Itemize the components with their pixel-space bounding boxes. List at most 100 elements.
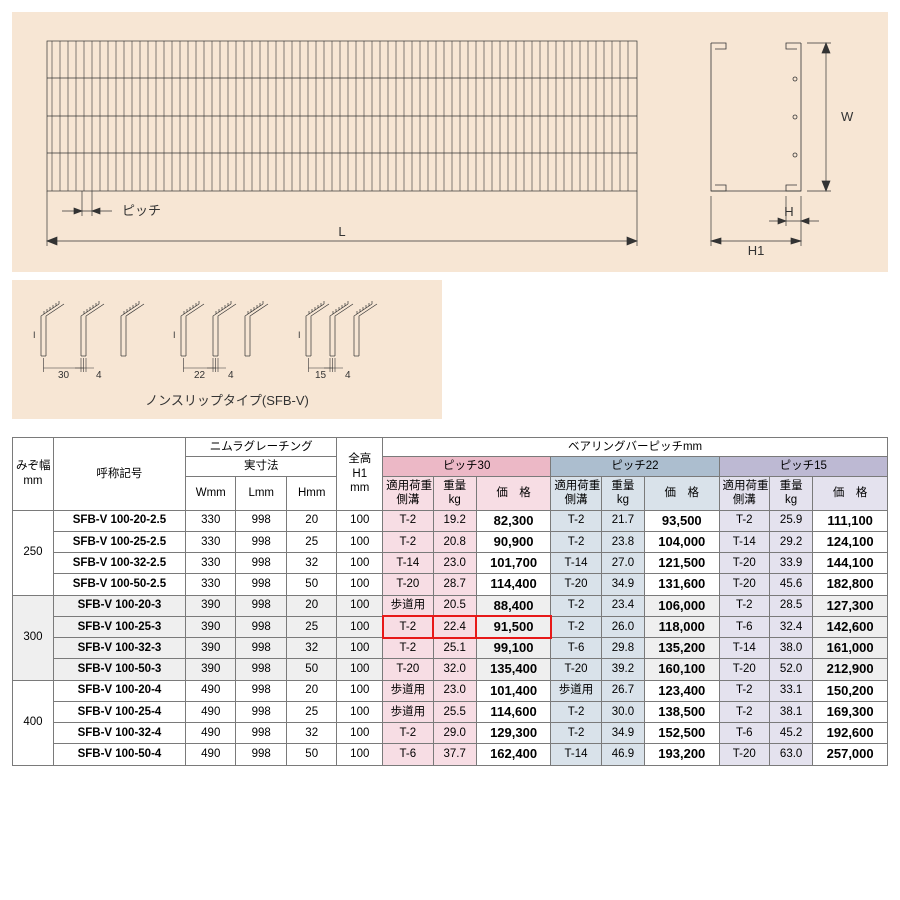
price30: 88,400 <box>476 595 551 616</box>
L-label: L <box>338 224 345 239</box>
price15: 192,600 <box>813 723 888 744</box>
wt30: 22.4 <box>433 616 476 637</box>
code-cell: SFB-V 100-32-2.5 <box>53 553 185 574</box>
table-row: SFB-V 100-32-3 390 998 32 100 T-2 25.1 9… <box>13 638 888 659</box>
table-row: SFB-V 100-25-4 490 998 25 100 歩道用 25.5 1… <box>13 701 888 722</box>
wt15: 38.1 <box>770 701 813 722</box>
price22: 160,100 <box>645 659 720 680</box>
th-code: 呼称記号 <box>53 438 185 511</box>
price22: 138,500 <box>645 701 720 722</box>
wt22: 27.0 <box>601 553 644 574</box>
wt15: 63.0 <box>770 744 813 765</box>
H-cell: 32 <box>286 638 336 659</box>
price30: 114,400 <box>476 574 551 595</box>
load22: T-20 <box>551 659 601 680</box>
price22: 121,500 <box>645 553 720 574</box>
L-cell: 998 <box>236 510 286 531</box>
wt22: 34.9 <box>601 574 644 595</box>
H1-cell: 100 <box>337 723 383 744</box>
th-price15: 価 格 <box>813 476 888 510</box>
H-cell: 20 <box>286 680 336 701</box>
load22: T-2 <box>551 595 601 616</box>
load22: T-2 <box>551 616 601 637</box>
price15: 127,300 <box>813 595 888 616</box>
mizo-cell: 300 <box>13 595 54 680</box>
bar-pitch-panel: 30 4I <box>12 280 442 419</box>
W-cell: 490 <box>186 723 236 744</box>
load22: T-14 <box>551 553 601 574</box>
load30: 歩道用 <box>383 680 433 701</box>
svg-text:I: I <box>173 330 176 340</box>
price15: 169,300 <box>813 701 888 722</box>
W-cell: 330 <box>186 574 236 595</box>
H1-cell: 100 <box>337 638 383 659</box>
H-cell: 50 <box>286 574 336 595</box>
price22: 152,500 <box>645 723 720 744</box>
svg-text:22: 22 <box>194 370 206 381</box>
L-cell: 998 <box>236 595 286 616</box>
table-row: SFB-V 100-50-3 390 998 50 100 T-20 32.0 … <box>13 659 888 680</box>
W-cell: 390 <box>186 616 236 637</box>
wt30: 20.5 <box>433 595 476 616</box>
wt30: 28.7 <box>433 574 476 595</box>
price30: 101,700 <box>476 553 551 574</box>
th-mizo: みぞ幅mm <box>13 438 54 511</box>
grating-top-view: L ピッチ <box>27 31 667 261</box>
H-cell: 50 <box>286 744 336 765</box>
wt22: 23.4 <box>601 595 644 616</box>
wt15: 45.2 <box>770 723 813 744</box>
H-cell: 25 <box>286 531 336 552</box>
L-cell: 998 <box>236 616 286 637</box>
load22: 歩道用 <box>551 680 601 701</box>
price30: 135,400 <box>476 659 551 680</box>
th-jissun: 実寸法 <box>186 457 337 476</box>
load22: T-2 <box>551 701 601 722</box>
price15: 161,000 <box>813 638 888 659</box>
H-cell: 20 <box>286 510 336 531</box>
mizo-cell: 250 <box>13 510 54 595</box>
wt30: 23.0 <box>433 553 476 574</box>
W-label: W <box>841 109 854 124</box>
L-cell: 998 <box>236 680 286 701</box>
wt30: 37.7 <box>433 744 476 765</box>
wt30: 32.0 <box>433 659 476 680</box>
spec-table: みぞ幅mm 呼称記号 ニムラグレーチング 全高H1mm ベアリングバーピッチmm… <box>12 437 888 766</box>
price15: 212,900 <box>813 659 888 680</box>
nonslip-subtitle: ノンスリップタイプ(SFB-V) <box>26 390 428 409</box>
load15: T-20 <box>719 553 769 574</box>
H-label: H <box>784 204 793 219</box>
th-price30: 価 格 <box>476 476 551 510</box>
table-row: SFB-V 100-25-3 390 998 25 100 T-2 22.4 9… <box>13 616 888 637</box>
code-cell: SFB-V 100-20-3 <box>53 595 185 616</box>
W-cell: 330 <box>186 531 236 552</box>
L-cell: 998 <box>236 744 286 765</box>
code-cell: SFB-V 100-50-2.5 <box>53 574 185 595</box>
price15: 150,200 <box>813 680 888 701</box>
wt22: 29.8 <box>601 638 644 659</box>
grating-svg: L ピッチ <box>27 31 667 261</box>
wt30: 25.5 <box>433 701 476 722</box>
th-p30: ピッチ30 <box>383 457 551 476</box>
price15: 257,000 <box>813 744 888 765</box>
load15: T-6 <box>719 723 769 744</box>
wt15: 38.0 <box>770 638 813 659</box>
load30: T-2 <box>383 531 433 552</box>
wt22: 26.0 <box>601 616 644 637</box>
load15: T-2 <box>719 701 769 722</box>
load30: T-20 <box>383 574 433 595</box>
code-cell: SFB-V 100-50-4 <box>53 744 185 765</box>
wt15: 28.5 <box>770 595 813 616</box>
svg-text:4: 4 <box>96 370 102 381</box>
code-cell: SFB-V 100-20-2.5 <box>53 510 185 531</box>
W-cell: 390 <box>186 595 236 616</box>
load30: 歩道用 <box>383 701 433 722</box>
load30: T-20 <box>383 659 433 680</box>
table-row: SFB-V 100-50-4 490 998 50 100 T-6 37.7 1… <box>13 744 888 765</box>
H-cell: 32 <box>286 723 336 744</box>
price30: 101,400 <box>476 680 551 701</box>
th-wt15: 重量kg <box>770 476 813 510</box>
price15: 111,100 <box>813 510 888 531</box>
th-price22: 価 格 <box>645 476 720 510</box>
code-cell: SFB-V 100-25-3 <box>53 616 185 637</box>
W-cell: 390 <box>186 638 236 659</box>
